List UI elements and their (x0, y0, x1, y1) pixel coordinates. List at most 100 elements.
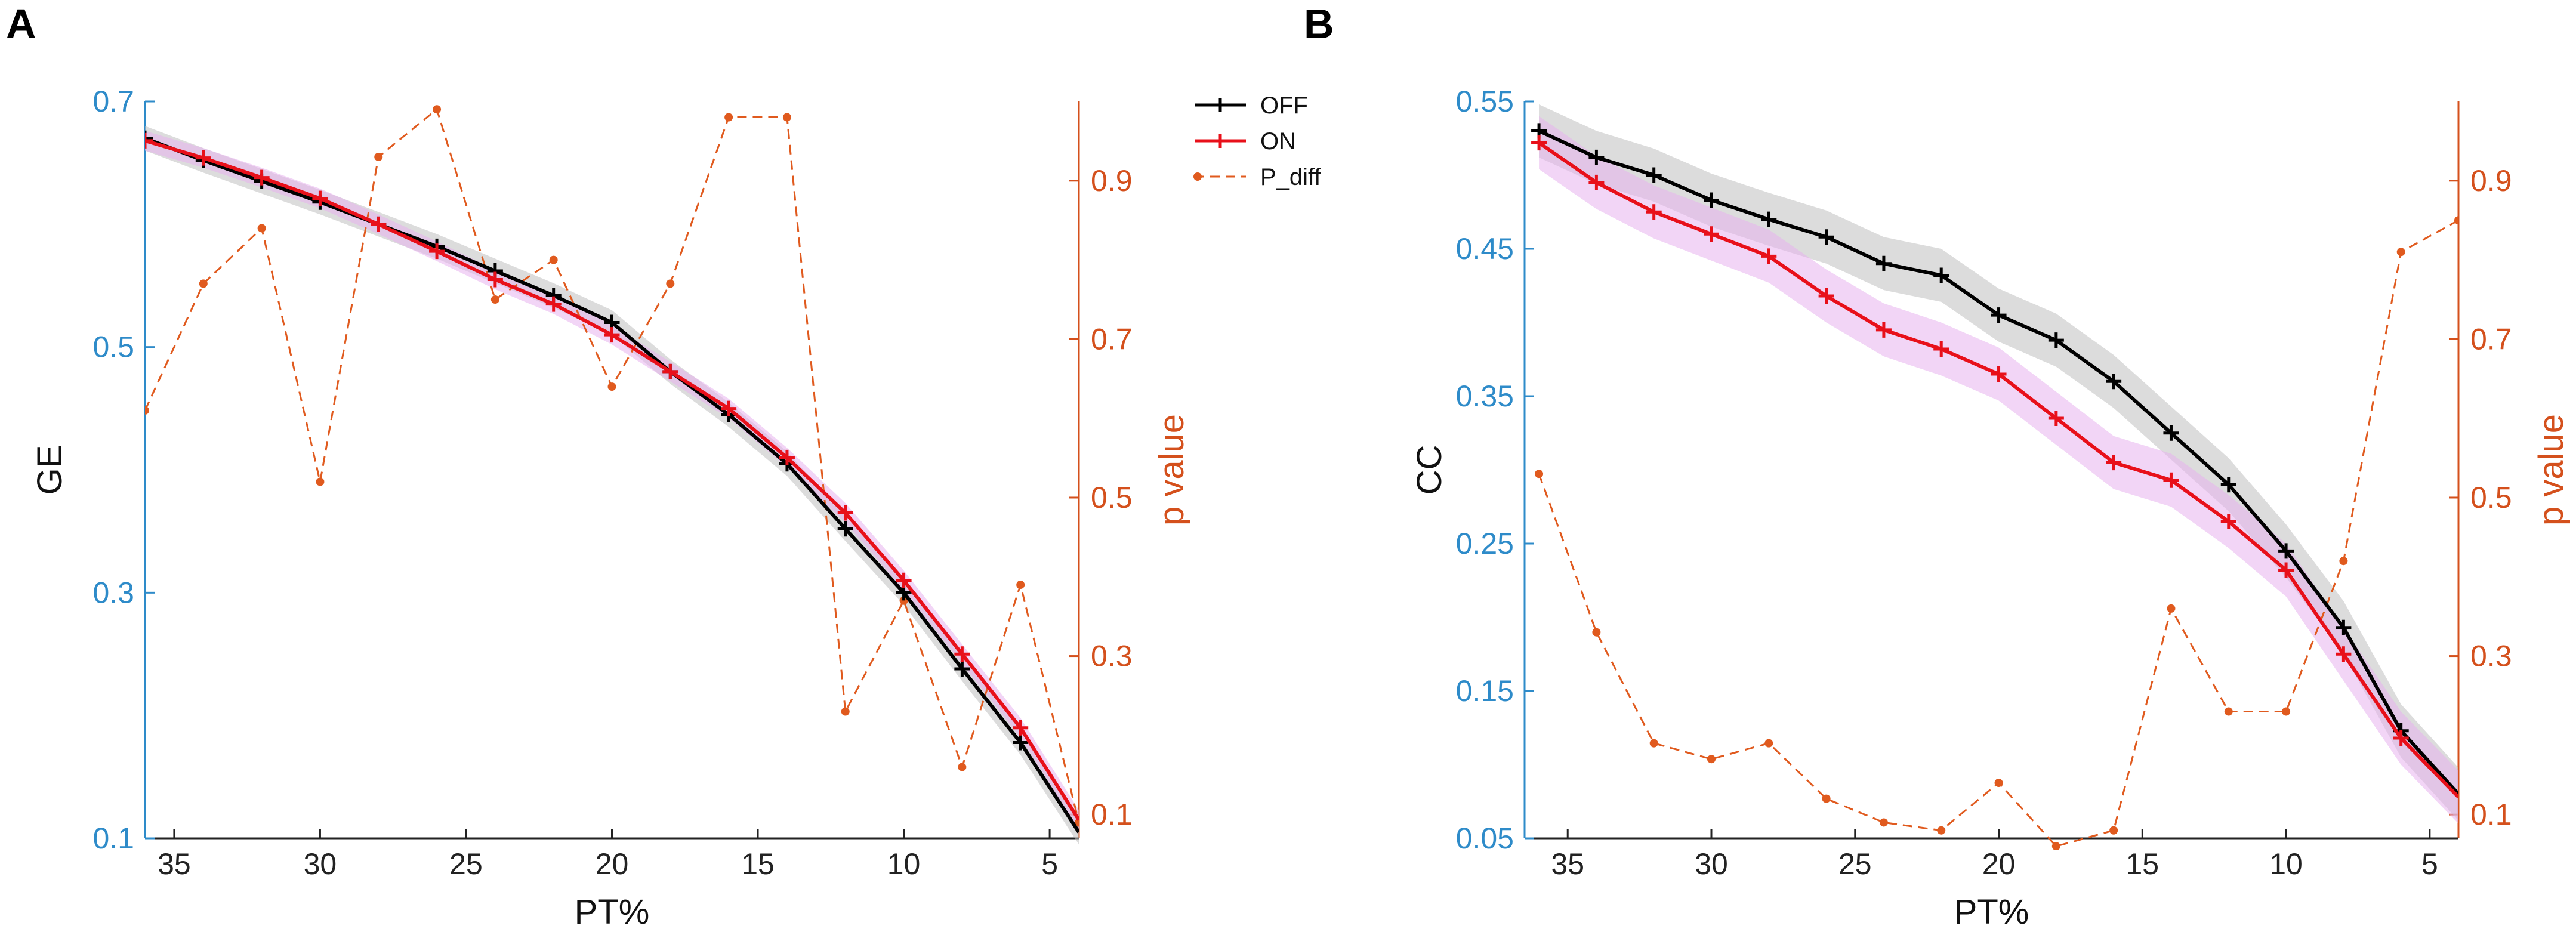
legend-off-label: OFF (1260, 92, 1308, 119)
panel-a-on-point (429, 243, 445, 260)
panel-b-on-point (1646, 204, 1662, 220)
legend-off-marker (1213, 98, 1227, 112)
panel-b-pdiff-point (2224, 707, 2233, 716)
panel-b-off-point (2048, 332, 2064, 348)
panel-b-x-label: PT% (1954, 893, 2029, 931)
panel-a-x-label: PT% (575, 893, 650, 931)
panel-label-a: A (6, 1, 36, 47)
panel-a-x-tick-label: 20 (596, 847, 629, 881)
panel-b-pdiff-point (1822, 794, 1831, 803)
panel-b-off-point (2336, 619, 2352, 635)
panel-b-on-point (1704, 226, 1719, 242)
panel-a-y-tick-label: 0.5 (92, 331, 134, 364)
panel-b-x-tick-label: 30 (1695, 847, 1728, 881)
panel-b-on-point (1588, 174, 1605, 190)
legend-pdiff-label: P_diff (1260, 164, 1321, 190)
panel-a-pdiff-point (549, 255, 558, 264)
panel-a-off-point (1013, 735, 1029, 751)
panel-b-x-tick-label: 15 (2125, 847, 2159, 881)
panel-b-on-point (1761, 248, 1777, 264)
legend-on-marker (1213, 134, 1227, 148)
panel-a-plot: 0.1 0.3 0.5 0.7 0.1 0.3 0.5 0.7 0.9 35 30 25 20 15 10 5… (30, 85, 1191, 931)
panel-b-off-point (1933, 267, 1949, 283)
panel-a-y-tick-label: 0.1 (92, 822, 134, 855)
panel-a-off-point (145, 130, 153, 146)
panel-b-off-point (2163, 425, 2179, 441)
panel-a-on-band (145, 131, 1079, 830)
panel-a-pdiff-point (145, 406, 149, 415)
panel-a-off-point (837, 521, 853, 537)
panel-b-x-tick-label: 20 (1982, 847, 2016, 881)
panel-b-y-tick-label: 0.25 (1456, 527, 1514, 560)
panel-a-on-point (604, 327, 620, 343)
panel-b-x-tick-label: 10 (2269, 847, 2303, 881)
panel-b-on-point (2220, 513, 2236, 529)
panel-a-y2-tick-label: 0.7 (1091, 322, 1133, 356)
panel-a-x-tick-label: 10 (887, 847, 921, 881)
panel-b-off-point (1646, 167, 1662, 183)
panel-b-pdiff-point (2454, 216, 2458, 225)
panel-label-b: B (1304, 1, 1334, 47)
panel-b-pdiff-point (2167, 604, 2176, 613)
panel-a-pdiff-line (145, 107, 1079, 823)
panel-a-on-point (254, 169, 270, 186)
panel-a-y-label: GE (30, 445, 69, 495)
panel-a-pdiff-point (607, 382, 616, 391)
panel-a-pdiff-point (841, 707, 850, 716)
panel-b-off-point (1875, 255, 1892, 271)
panel-a-on-point (371, 216, 387, 232)
panel-b-y2-tick-label: 0.1 (2470, 798, 2512, 831)
panel-a-on-point (487, 271, 503, 288)
panel-a-off-line (145, 136, 1079, 834)
panel-b-off-point (2278, 543, 2294, 559)
panel-b-on-point (1933, 341, 1949, 357)
panel-b-y-label: CC (1410, 445, 1449, 495)
panel-a-y2-label: p value (1152, 414, 1191, 526)
panel-b-pdiff-point (1707, 755, 1716, 764)
panel-b-pdiff-point (2109, 826, 2118, 835)
panel-a-y2-tick-label: 0.5 (1091, 481, 1133, 514)
panel-a-x-tick-label: 5 (1041, 847, 1058, 881)
panel-a-on-point (662, 363, 678, 379)
panel-b-on-point (2106, 455, 2122, 471)
panel-a-off-point (954, 661, 970, 677)
panel-a-pdiff-point (257, 224, 266, 233)
legend-on-label: ON (1260, 128, 1296, 155)
panel-b-off-point (1704, 192, 1719, 208)
panel-a-off-band (145, 126, 1079, 845)
panel-b-on-point (2393, 730, 2409, 746)
legend-box (1187, 81, 1366, 206)
panel-b-y-tick-label: 0.15 (1456, 674, 1514, 708)
panel-a-pdiff-point (374, 152, 383, 161)
panel-a-on-point (195, 150, 211, 166)
panel-b-on-point (1818, 288, 1834, 304)
panel-b-off-point (1991, 307, 2007, 323)
panel-b-pdiff-point (2282, 707, 2291, 716)
panel-b-pdiff-point (2339, 557, 2348, 566)
panel-a-pdiff-point (782, 113, 791, 122)
panel-b-y-tick-label: 0.55 (1456, 85, 1514, 118)
panel-b-y-tick-label: 0.35 (1456, 379, 1514, 413)
panel-b-x-tick-label: 25 (1838, 847, 1872, 881)
panel-a-x-tick-label: 25 (449, 847, 483, 881)
panel-a-pdiff-point (958, 763, 967, 771)
panel-a-y-tick-label: 0.3 (92, 576, 134, 609)
panel-b-y2-label: p value (2532, 414, 2571, 526)
panel-b-pdiff-point (1937, 826, 1946, 835)
panel-b-pdiff-point (2051, 842, 2060, 850)
panel-a-on-point (779, 449, 795, 465)
panel-a-on-point (145, 132, 153, 149)
legend-pdiff-marker (1193, 172, 1202, 181)
panel-b-y2-tick-label: 0.9 (2470, 164, 2512, 197)
panel-b-pdiff-point (1879, 818, 1888, 827)
panel-a-on-point (312, 190, 328, 206)
legend: OFF ON P_diff (1187, 81, 1366, 206)
panel-a-pdiff-point (666, 279, 675, 288)
panel-b-pdiff-point (2396, 248, 2405, 257)
panel-b-off-point (1588, 149, 1605, 165)
panel-a-pdiff-point (316, 477, 325, 486)
panel-a-on-point (954, 646, 970, 662)
panel-b-y2-tick-label: 0.5 (2470, 481, 2512, 514)
panel-a-y2-tick-label: 0.9 (1091, 164, 1133, 197)
